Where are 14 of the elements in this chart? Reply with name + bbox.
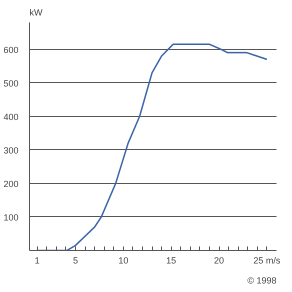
x-tick-label: 25 m/s xyxy=(253,256,281,266)
y-axis-title: kW xyxy=(30,8,43,18)
x-tick-label: 15 xyxy=(166,256,176,266)
x-tick-label: 20 xyxy=(214,256,224,266)
text: © 1998 xyxy=(247,276,277,286)
x-tick-label: 5 xyxy=(72,256,78,266)
x-tick-label: 1 xyxy=(34,256,40,266)
x-tick-label: 10 xyxy=(118,256,128,266)
y-tick-label: 200 xyxy=(3,178,19,189)
y-tick-label: 500 xyxy=(3,78,19,88)
y-tick-label: 100 xyxy=(3,212,19,222)
y-tick-label: 300 xyxy=(3,145,19,156)
y-tick-label: 400 xyxy=(3,112,19,122)
y-tick-label: 600 xyxy=(3,44,19,55)
